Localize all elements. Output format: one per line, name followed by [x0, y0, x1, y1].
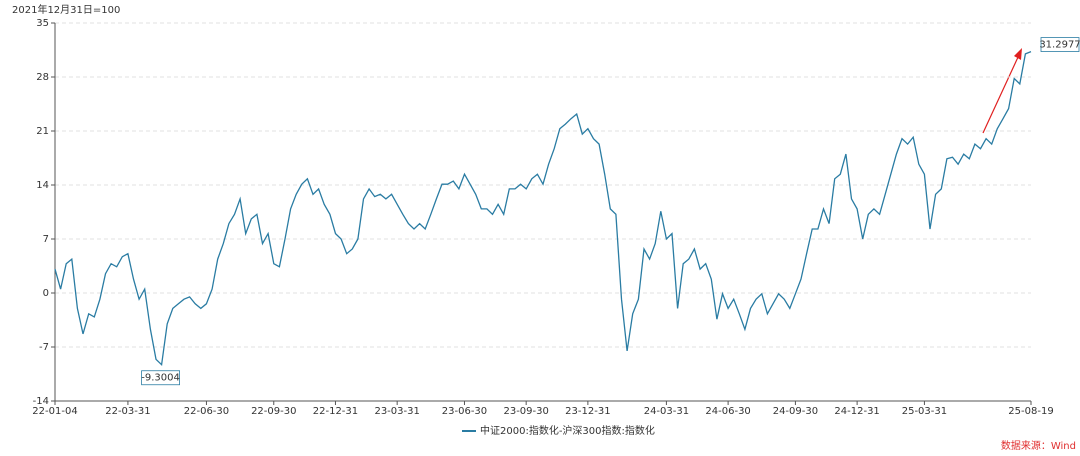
y-tick-label: 7: [43, 234, 49, 245]
arrow: [982, 54, 1020, 134]
value-label-box: [141, 370, 180, 386]
x-tick-label: 24-09-30: [773, 406, 818, 417]
source: 数据来源：Wind: [1001, 439, 1076, 452]
y-tick-label: -14: [33, 396, 49, 407]
y-tick-label: 35: [36, 18, 49, 29]
x-tick-label: 24-12-31: [834, 406, 879, 417]
y-tick-label: 14: [36, 180, 49, 191]
x-tick-label: 24-06-30: [705, 406, 750, 417]
y-tick-label: 28: [36, 72, 49, 83]
legend-label: 中证2000:指数化-沪深300指数:指数化: [480, 424, 655, 437]
x-tick-label: 22-09-30: [251, 406, 296, 417]
line-series: [54, 50, 1032, 367]
y-tick-label: 0: [43, 288, 49, 299]
arrow-head: [1014, 48, 1022, 60]
value-label: 31.2977: [1039, 40, 1080, 51]
x-tick-label: 22-06-30: [184, 406, 229, 417]
x-tick-label: 25-03-31: [902, 406, 947, 417]
y-tick-label: -7: [39, 342, 49, 353]
x-tick-label: 25-08-19: [1008, 406, 1053, 417]
x-tick-label: 23-03-31: [374, 406, 419, 417]
x-tick-label: 22-01-04: [32, 406, 77, 417]
x-tick-label: 24-03-31: [644, 406, 689, 417]
value-label: -9.3004: [141, 373, 180, 384]
subtitle: 2021年12月31日=100: [12, 3, 120, 16]
y-tick-label: 21: [36, 126, 49, 137]
x-tick-label: 23-06-30: [442, 406, 487, 417]
x-tick-label: 23-12-31: [565, 406, 610, 417]
value-label-box: [1040, 37, 1080, 52]
x-tick-label: 22-12-31: [313, 406, 358, 417]
x-tick-label: 22-03-31: [105, 406, 150, 417]
x-tick-label: 23-09-30: [503, 406, 548, 417]
